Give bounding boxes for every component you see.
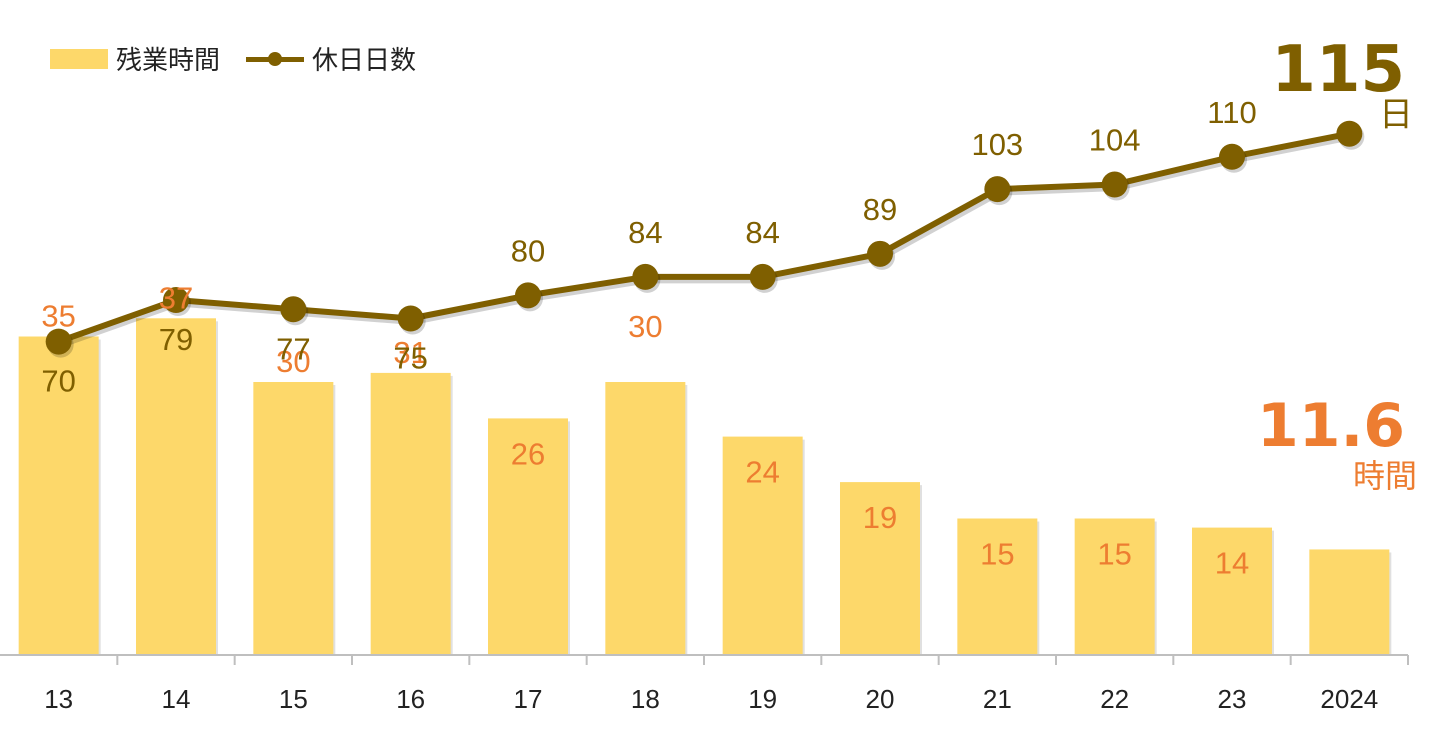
legend-bar-swatch (50, 48, 108, 69)
line-point (1219, 143, 1245, 170)
x-tick-label: 23 (1218, 684, 1247, 714)
bar (1309, 549, 1390, 655)
legend-line-swatch (246, 49, 305, 69)
legend-item-bar: 残業時間 (50, 40, 220, 77)
line-point (280, 296, 307, 323)
line-point (1336, 120, 1363, 147)
bar-value-label: 37 (159, 280, 193, 315)
bar (840, 482, 920, 655)
bar (136, 318, 216, 655)
line-value-label: 80 (511, 233, 545, 268)
highlight-bar-value: 11.6 (1256, 391, 1405, 461)
bar (605, 382, 686, 655)
legend: 残業時間 休日日数 (50, 40, 442, 77)
line-point (1101, 171, 1128, 198)
bar (253, 382, 334, 655)
bar-value-label: 19 (863, 500, 897, 535)
x-axis: 13 14 15 16 17 18 19 20 21 22 23 2024 (0, 654, 1409, 714)
line-value-label: 77 (276, 331, 310, 366)
x-tick-label: 21 (983, 684, 1012, 714)
legend-bar-label: 残業時間 (116, 46, 221, 76)
line-point (163, 287, 189, 314)
x-tick-label: 22 (1100, 684, 1129, 714)
x-tick-label: 19 (748, 684, 777, 714)
line-value-label: 110 (1207, 95, 1256, 130)
highlight-line-unit: 日 (1379, 95, 1413, 135)
line-value-label: 75 (393, 341, 427, 376)
line-point (632, 263, 659, 290)
legend-line-label: 休日日数 (312, 46, 417, 76)
bar-series (18, 318, 1392, 655)
line-value-label: 79 (159, 322, 193, 357)
line-point (867, 240, 893, 267)
line-series (45, 120, 1365, 358)
bar-value-label: 35 (41, 299, 75, 334)
bar (1192, 527, 1272, 655)
line-value-label: 70 (41, 364, 75, 399)
bar (957, 518, 1038, 655)
bar (722, 436, 803, 655)
line-point (515, 282, 541, 309)
line-value-label: 84 (628, 215, 662, 250)
line-point (749, 263, 776, 290)
line-value-label: 103 (971, 127, 1023, 162)
x-tick-label: 13 (44, 684, 73, 714)
bar-value-label: 14 (1215, 546, 1249, 581)
bar (370, 372, 451, 655)
bar-value-label: 15 (980, 537, 1014, 572)
data-labels: 35 37 30 31 26 30 24 19 15 15 14 70 79 77 75 80 84 84 89 10… (41, 95, 1256, 581)
bar-value-label: 15 (1097, 537, 1131, 572)
line-value-label: 104 (1089, 123, 1141, 158)
x-tick-label: 18 (631, 684, 660, 714)
x-tick-label: 17 (514, 684, 543, 714)
bar (1074, 518, 1155, 655)
x-tick-label: 14 (162, 684, 191, 714)
line-point (45, 328, 72, 355)
legend-item-line: 休日日数 (246, 40, 416, 77)
bar-value-label: 30 (276, 344, 310, 379)
bar (18, 336, 99, 655)
bar-value-label: 26 (511, 436, 545, 471)
bar-value-label: 24 (745, 455, 779, 490)
highlight-bar-unit: 時間 (1352, 457, 1417, 495)
bar-value-label: 31 (393, 335, 427, 370)
line-point (397, 305, 424, 332)
bar (488, 418, 568, 655)
line-value-label: 89 (863, 192, 897, 227)
x-tick-label: 20 (866, 684, 895, 714)
line-point (984, 176, 1011, 203)
x-tick-label: 15 (279, 684, 308, 714)
bar-value-label: 30 (628, 309, 662, 344)
line-shadow (59, 133, 1353, 348)
x-tick-label: 16 (396, 684, 425, 714)
highlight-line-value: 115 (1271, 33, 1405, 107)
x-tick-label: 2024 (1320, 684, 1378, 714)
line-value-label: 84 (745, 215, 779, 250)
line-path (57, 130, 1350, 345)
